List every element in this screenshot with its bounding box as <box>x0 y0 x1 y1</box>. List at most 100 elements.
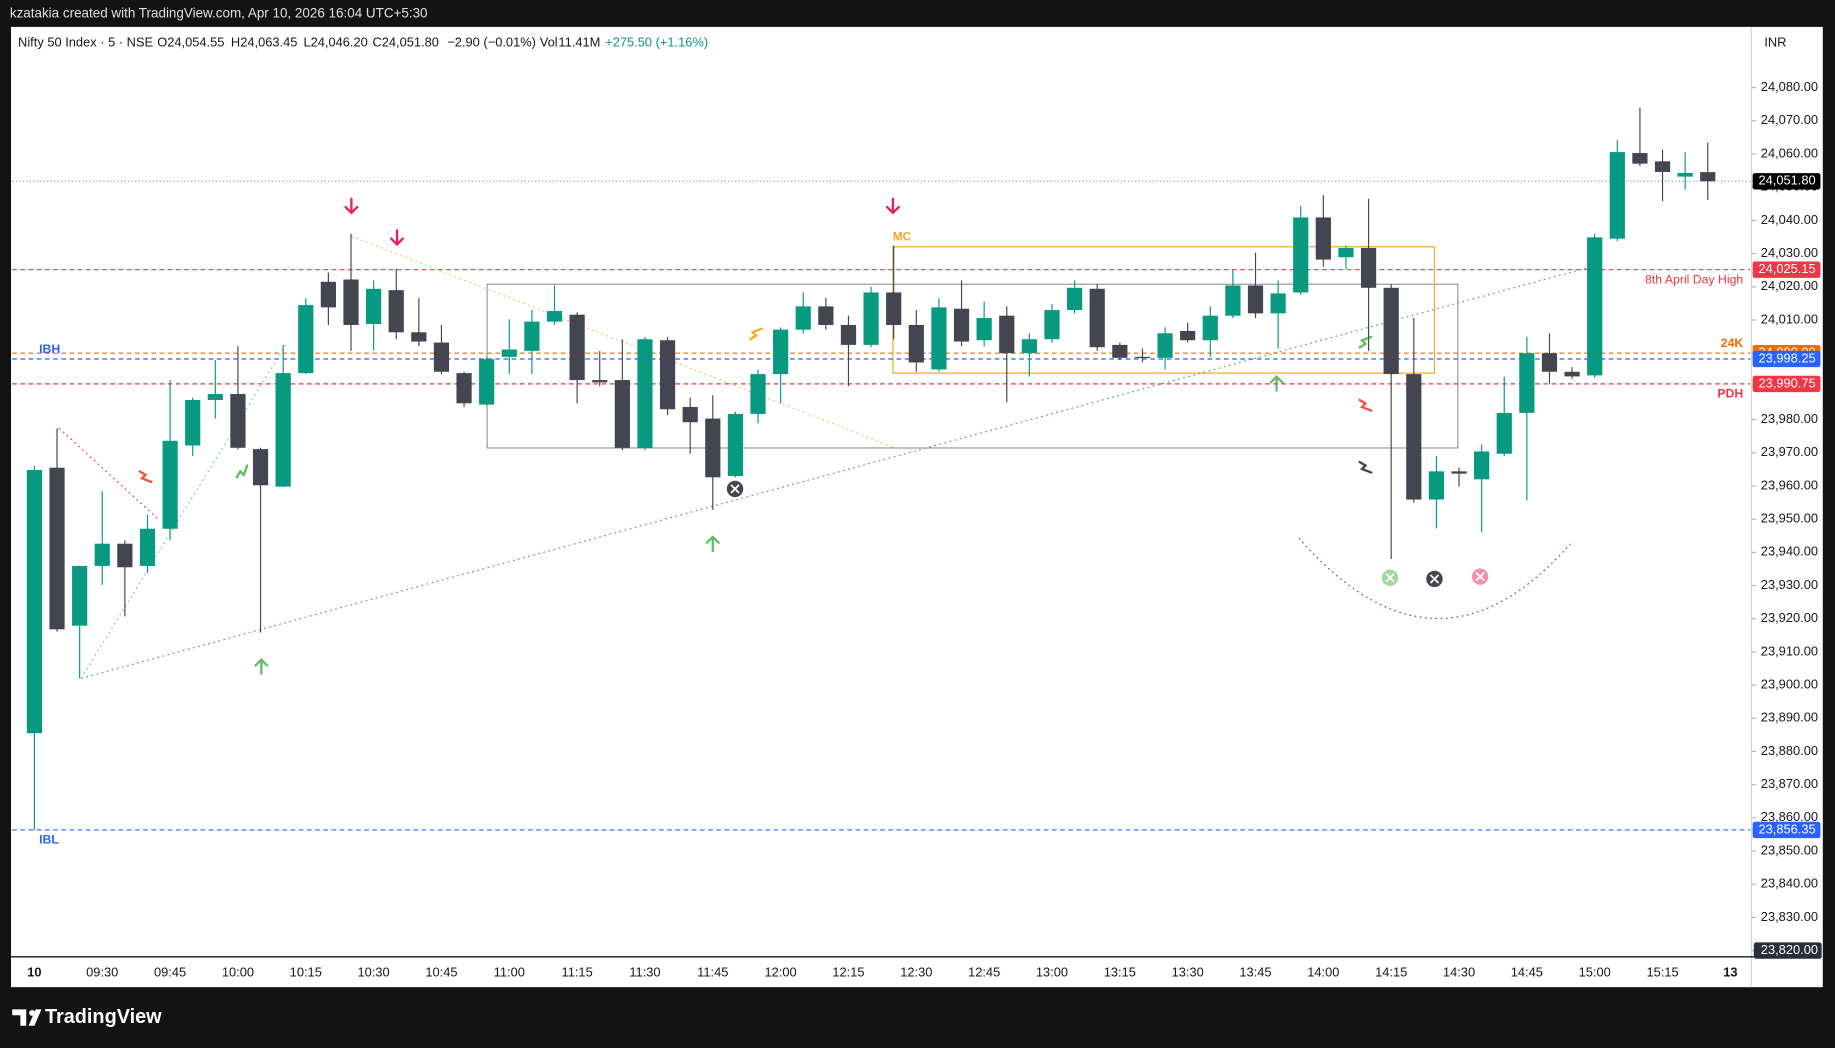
flag <box>1358 460 1373 474</box>
x-tick-label: 10:00 <box>222 965 254 980</box>
candle-body <box>908 324 924 363</box>
candle-body <box>501 349 517 357</box>
curve <box>1298 537 1571 620</box>
candle-body <box>139 528 156 566</box>
x-tick-label: 12:00 <box>765 965 797 980</box>
price-box-label: 24,051.80 <box>1758 173 1815 188</box>
candle-body <box>1247 285 1264 314</box>
candle-body <box>49 467 65 630</box>
y-tick-label: 23,970.00 <box>1761 444 1818 459</box>
x-tick-label: 11:15 <box>562 965 593 980</box>
y-tick-label: 23,900.00 <box>1761 676 1818 691</box>
cross-icon <box>1430 574 1439 584</box>
x-tick-label: 11:45 <box>697 965 728 980</box>
candle-body <box>637 339 653 448</box>
candle-body <box>1451 471 1467 474</box>
y-tick-label: 24,010.00 <box>1761 311 1818 326</box>
markers <box>138 197 1489 675</box>
x-tick-label: 12:15 <box>832 965 864 980</box>
y-tick-box <box>1753 942 1822 959</box>
y-tick-label: 23,860.00 <box>1761 809 1818 824</box>
y-tick-label: 23,960.00 <box>1761 477 1818 492</box>
candle-body <box>1021 339 1037 354</box>
y-tick-label: 24,030.00 <box>1761 245 1818 260</box>
candle-body <box>1541 353 1558 372</box>
brand: TradingView <box>12 1006 162 1028</box>
flag <box>138 470 153 484</box>
candle-body <box>1677 172 1693 177</box>
candle-body <box>479 359 495 405</box>
level-label: 8th April Day High <box>1645 272 1743 286</box>
candle-body <box>592 380 608 383</box>
y-tick-label: 24,080.00 <box>1761 79 1818 94</box>
x-tick-label: 10:15 <box>290 965 322 980</box>
candle-body <box>320 281 336 308</box>
x-tick-label: 13:00 <box>1036 965 1068 980</box>
candle-body <box>818 306 834 325</box>
down-arrow <box>344 197 359 215</box>
up-arrow <box>254 658 269 675</box>
candle-body <box>614 380 630 448</box>
candle-body <box>976 318 992 341</box>
price-box-label: 24,025.15 <box>1758 261 1815 276</box>
candle-body <box>185 399 201 446</box>
candle-body <box>931 307 947 370</box>
up-arrow <box>705 535 720 553</box>
y-tick-label: 23,840.00 <box>1761 876 1818 891</box>
candle-body <box>1157 333 1173 358</box>
candle-body <box>840 324 857 345</box>
candle-body <box>705 418 721 478</box>
candle-body <box>1564 371 1580 377</box>
level-label: PDH <box>1717 387 1743 401</box>
price-box-label: 23,856.35 <box>1758 821 1815 836</box>
x-tick-label: 13:15 <box>1104 965 1136 980</box>
level-label: IBH <box>39 342 60 356</box>
y-tick-label: 24,060.00 <box>1761 145 1818 160</box>
candle-body <box>1225 285 1241 316</box>
candle-body <box>1654 161 1671 172</box>
legend-symbol: Nifty 50 Index · 5 · NSE <box>18 35 153 50</box>
x-tick-label: 10 <box>27 965 41 980</box>
currency: INR <box>1764 35 1786 50</box>
candle-body <box>524 321 540 351</box>
legend-low: L24,046.20 <box>303 35 367 50</box>
candle-body <box>1360 247 1377 288</box>
x-tick-label: 14:00 <box>1307 965 1339 980</box>
candle-body <box>727 413 744 476</box>
candle-body <box>953 308 970 342</box>
y-tick-label: 24,040.00 <box>1761 212 1818 227</box>
candle-body <box>433 342 450 372</box>
candle-body <box>1044 310 1060 340</box>
legend-vol-label: Vol <box>540 35 558 50</box>
x-tick-label: 10:45 <box>425 965 457 980</box>
candle-body <box>1067 287 1083 311</box>
candle-body <box>366 288 382 324</box>
x-tick-label: 15:15 <box>1646 965 1678 980</box>
legend-day-change: +275.50 (+1.16%) <box>605 35 708 50</box>
candle-body <box>275 373 291 487</box>
flag <box>1358 398 1373 412</box>
candle-body <box>750 374 766 414</box>
x-tick-label: 12:30 <box>900 965 932 980</box>
candle-body <box>72 565 88 626</box>
level-label: IBL <box>39 833 59 847</box>
x-tick-label: 13 <box>1723 965 1737 980</box>
legend-open: O24,054.55 <box>157 35 224 50</box>
candle-body <box>1270 293 1286 314</box>
chart-pane <box>11 26 1823 988</box>
candle-body <box>773 329 789 375</box>
y-tick-label: 23,830.00 <box>1761 909 1818 924</box>
annotation: MC <box>893 231 912 244</box>
candle-body <box>162 440 178 529</box>
x-tick-label: 11:30 <box>629 965 660 980</box>
candle-body <box>94 543 110 566</box>
y-tick-label: 23,850.00 <box>1761 842 1818 857</box>
cross-icon <box>730 484 740 494</box>
candle-body <box>999 315 1015 354</box>
price-box <box>1752 350 1821 368</box>
price-box <box>1752 375 1821 393</box>
trend-line <box>58 427 159 520</box>
y-tick-label: 23,890.00 <box>1761 710 1818 725</box>
